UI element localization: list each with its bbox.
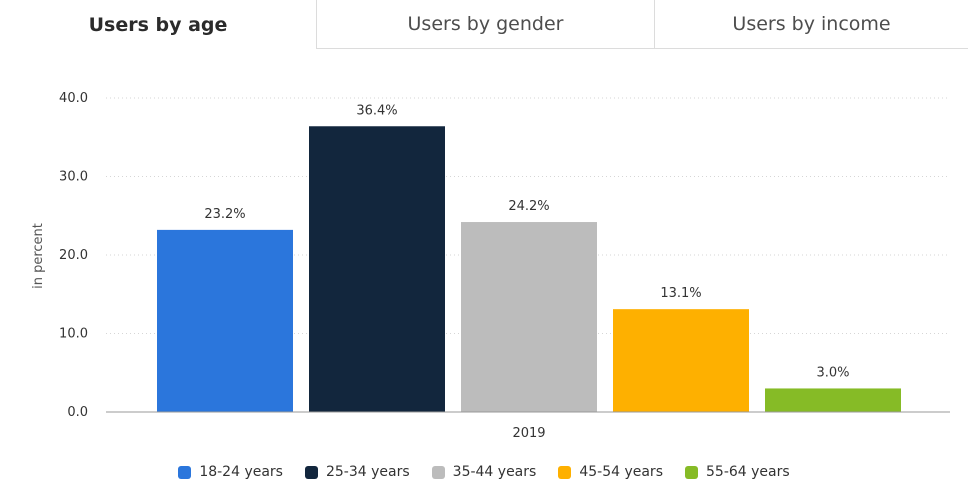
data-label: 36.4%: [356, 103, 397, 118]
y-axis-label: in percent: [31, 223, 46, 289]
y-tick-label: 20.0: [59, 248, 88, 263]
y-tick-label: 10.0: [59, 327, 88, 342]
data-label: 24.2%: [508, 199, 549, 214]
legend-swatch-25-34: [304, 465, 318, 479]
tab-bar: Users by age Users by gender Users by in…: [0, 0, 968, 50]
bar-35-44-years[interactable]: [461, 222, 597, 412]
x-tick-label: 2019: [512, 426, 545, 441]
bar-18-24-years[interactable]: [157, 229, 293, 412]
data-label: 13.1%: [660, 286, 701, 301]
bar-chart: 0.0 10.0 20.0 30.0 40.0 in percent 23.2% 36.4…: [31, 91, 950, 441]
y-tick-label: 0.0: [67, 405, 88, 420]
legend-label: 55-64 years: [706, 464, 790, 480]
data-label: 3.0%: [816, 365, 849, 380]
bar-25-34-years[interactable]: [309, 126, 445, 412]
tab-users-by-gender[interactable]: Users by gender: [316, 0, 654, 49]
legend-item[interactable]: 55-64 years: [685, 464, 790, 480]
bar-55-64-years[interactable]: [765, 388, 901, 412]
legend-label: 18-24 years: [199, 464, 283, 480]
y-tick-label: 40.0: [59, 91, 88, 106]
tab-users-by-income[interactable]: Users by income: [654, 0, 968, 49]
legend-label: 25-34 years: [325, 464, 410, 480]
legend-label: 45-54 years: [579, 464, 663, 480]
legend-item[interactable]: 45-54 years: [558, 464, 663, 480]
legend-swatch-55-64: [685, 465, 698, 479]
legend-label: 35-44 years: [452, 464, 537, 480]
legend-swatch-18-24: [178, 465, 192, 479]
legend-item[interactable]: 25-34 years: [304, 464, 410, 480]
bar-45-54-years[interactable]: [613, 309, 749, 412]
tab-users-by-age[interactable]: Users by age: [0, 0, 316, 50]
y-tick-label: 30.0: [59, 170, 88, 185]
legend-item[interactable]: 35-44 years: [431, 464, 537, 480]
legend-item[interactable]: 18-24 years: [178, 464, 283, 480]
legend-swatch-45-54: [558, 465, 572, 479]
data-label: 23.2%: [204, 207, 245, 222]
legend-swatch-35-44: [431, 465, 445, 479]
chart-legend: 18-24 years 25-34 years 35-44 years 45-5…: [0, 459, 968, 485]
